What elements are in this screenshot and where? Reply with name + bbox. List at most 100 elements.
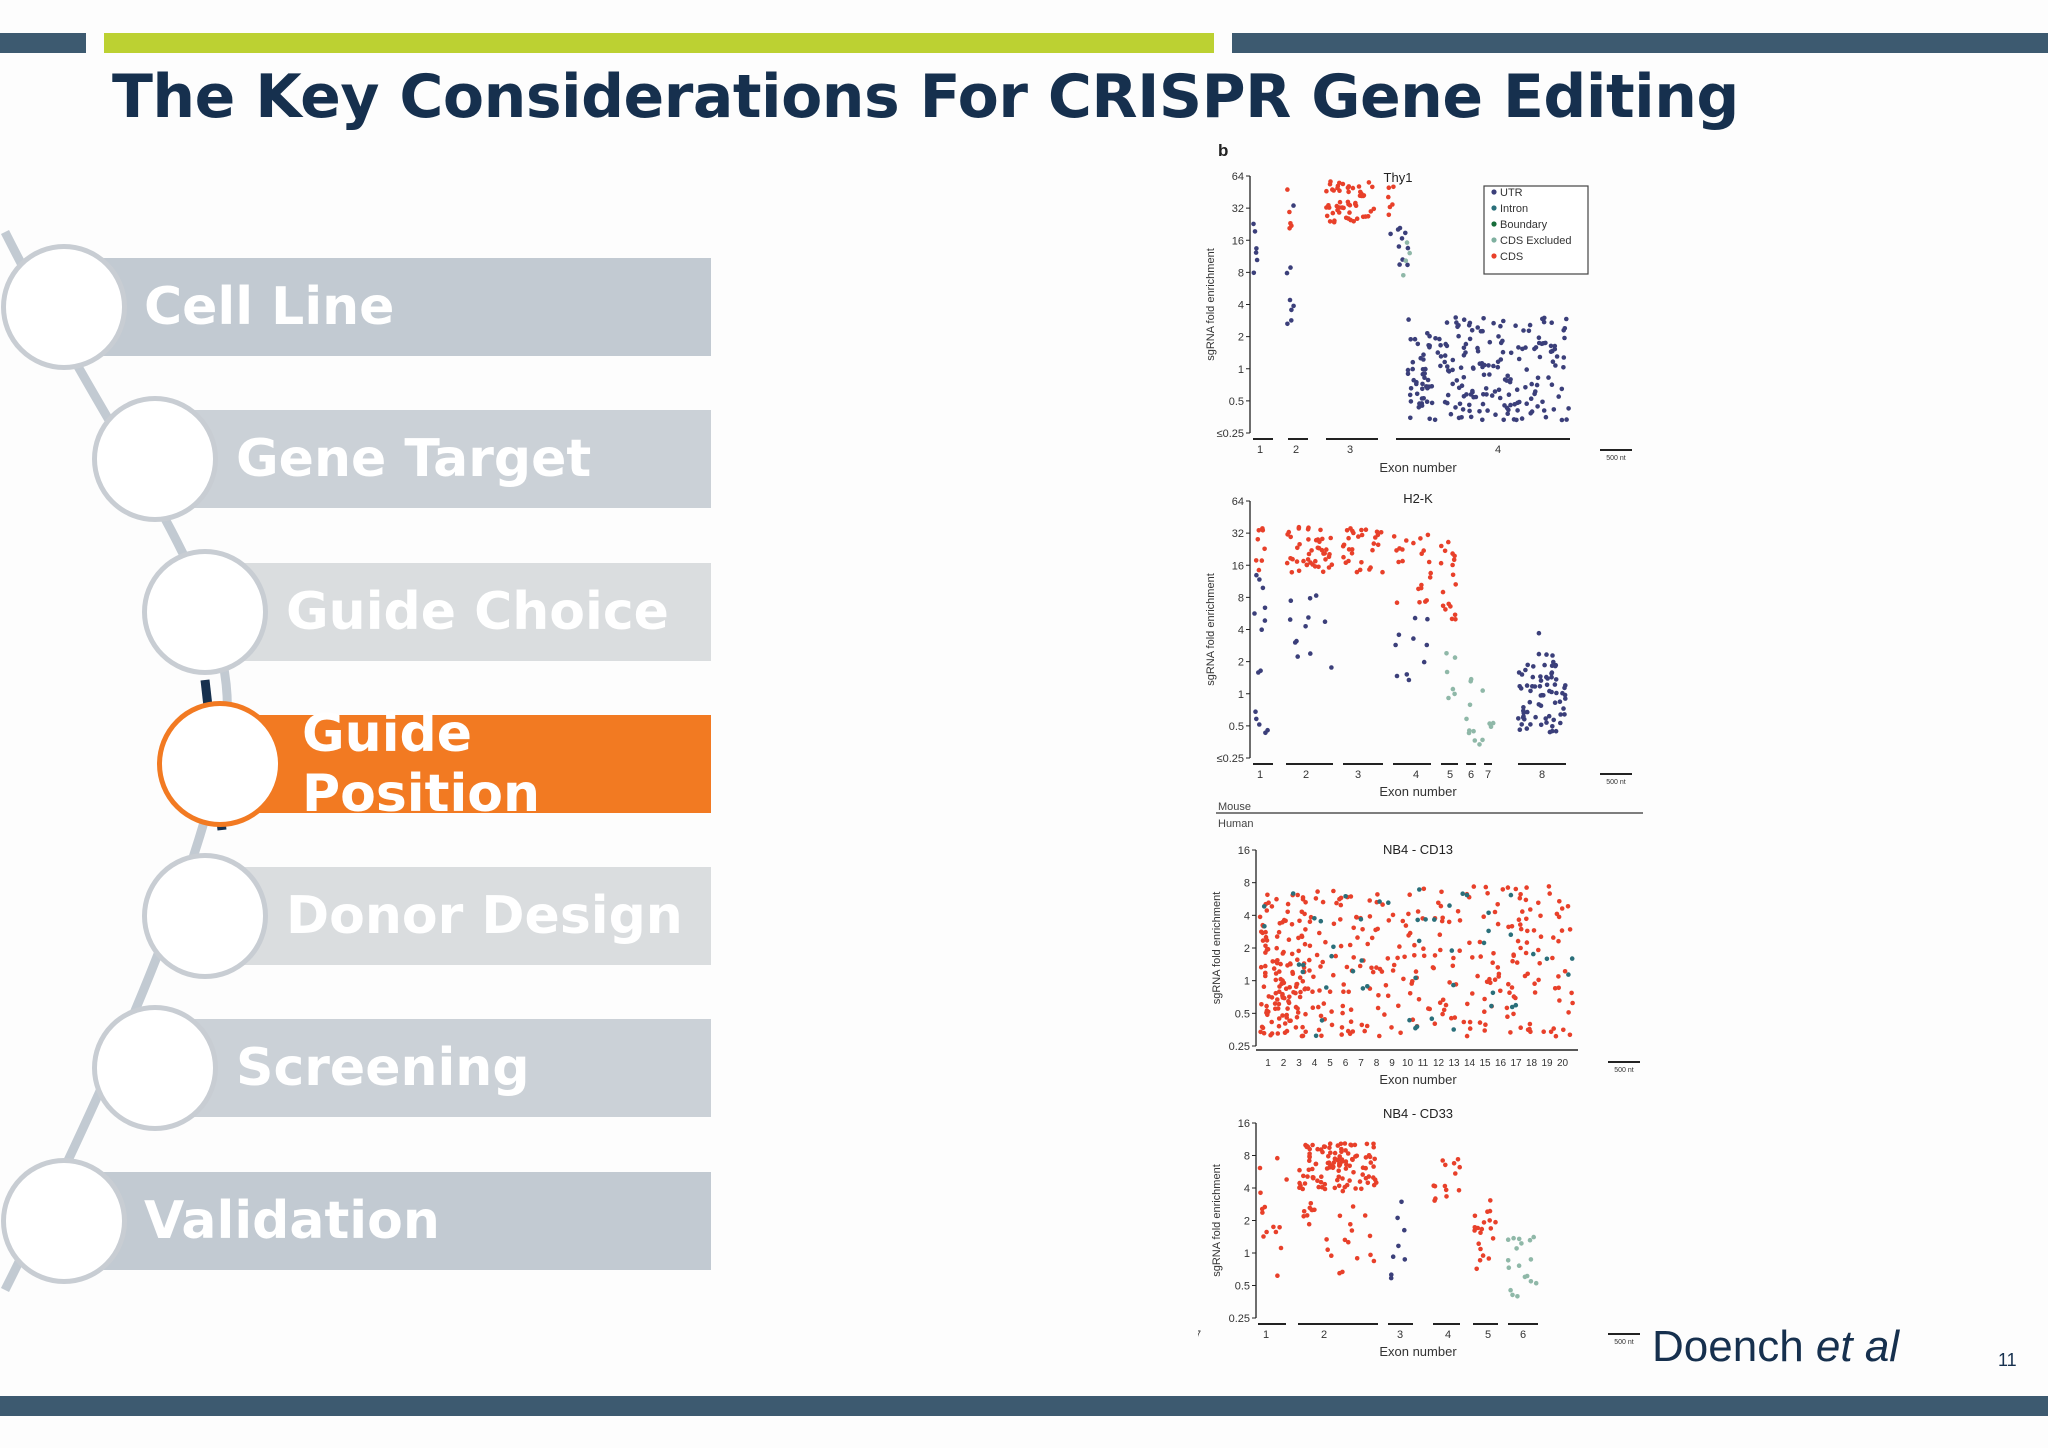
data-point (1297, 1180, 1302, 1186)
data-point (1335, 1143, 1341, 1148)
data-point (1379, 969, 1385, 974)
data-point (1470, 390, 1475, 395)
data-point (1464, 716, 1469, 722)
data-point (1564, 316, 1569, 322)
data-point (1291, 203, 1296, 208)
data-point (1316, 1184, 1321, 1190)
scale-bar-label: 500 nt (1606, 779, 1626, 786)
data-point (1450, 562, 1455, 568)
data-point (1472, 1225, 1478, 1230)
data-point (1293, 1025, 1299, 1030)
data-point (1310, 1175, 1316, 1181)
data-point (1511, 1235, 1516, 1241)
data-point (1513, 323, 1518, 328)
data-point (1472, 738, 1478, 743)
data-point (1490, 990, 1496, 996)
data-point (1551, 1026, 1556, 1031)
legend-box (1483, 185, 1589, 275)
data-point (1523, 950, 1529, 956)
data-point (1487, 1208, 1493, 1214)
data-point (1507, 990, 1512, 995)
data-point (1335, 185, 1340, 191)
data-point (1312, 916, 1317, 921)
x-tick-label: 5 (1485, 1329, 1491, 1341)
data-point (1300, 895, 1306, 900)
data-point (1370, 547, 1375, 553)
data-point (1396, 559, 1401, 565)
data-point (1349, 1228, 1355, 1233)
data-point (1326, 565, 1332, 570)
data-point (1354, 1153, 1360, 1159)
data-point (1343, 1159, 1349, 1164)
data-point (1549, 675, 1554, 680)
data-point (1542, 662, 1547, 668)
data-point (1285, 321, 1290, 327)
data-point (1275, 1155, 1280, 1161)
data-point (1567, 1032, 1573, 1038)
data-point (1554, 354, 1560, 359)
data-point (1480, 401, 1486, 407)
data-point (1303, 927, 1308, 932)
data-point (1340, 1176, 1345, 1181)
data-point (1457, 1164, 1462, 1170)
data-point (1444, 1194, 1449, 1199)
data-point (1415, 917, 1420, 923)
data-point (1365, 941, 1370, 947)
data-point (1339, 1157, 1345, 1162)
data-point (1273, 1229, 1279, 1235)
data-point (1254, 257, 1260, 263)
data-point (1536, 335, 1542, 340)
data-point (1480, 737, 1485, 743)
data-point (1426, 1006, 1431, 1011)
data-point (1287, 994, 1292, 1000)
data-point (1524, 1273, 1530, 1279)
data-point (1254, 572, 1259, 578)
data-point (1386, 900, 1391, 905)
data-point (1545, 676, 1550, 681)
data-point (1331, 944, 1336, 950)
data-point (1538, 722, 1544, 728)
legend-label: CDS (1500, 251, 1523, 263)
data-point (1263, 943, 1268, 949)
top-bar-accent (104, 33, 1214, 53)
data-point (1475, 973, 1480, 979)
data-point (1357, 567, 1363, 573)
data-point (1537, 354, 1543, 360)
data-point (1324, 985, 1329, 990)
legend-marker (1491, 253, 1497, 259)
data-point (1370, 969, 1376, 975)
data-point (1463, 341, 1469, 347)
data-point (1416, 997, 1422, 1002)
data-point (1287, 209, 1292, 215)
data-point (1315, 889, 1320, 894)
x-tick-label: 7 (1485, 769, 1491, 781)
data-point (1477, 361, 1483, 366)
data-point (1308, 560, 1313, 565)
data-point (1364, 1023, 1370, 1029)
data-point (1263, 934, 1269, 940)
data-point (1355, 935, 1360, 940)
data-point (1335, 1157, 1341, 1163)
data-point (1258, 1029, 1263, 1035)
data-point (1296, 524, 1302, 530)
x-tick-label: 4 (1312, 1058, 1318, 1069)
data-point (1259, 558, 1265, 563)
data-point (1251, 221, 1256, 227)
data-point (1288, 221, 1293, 226)
data-point (1322, 1181, 1328, 1187)
data-point (1482, 362, 1487, 368)
step-circle-7 (1, 1158, 127, 1284)
data-point (1519, 1241, 1524, 1246)
data-point (1324, 213, 1330, 219)
step-label: Gene Target (236, 429, 592, 489)
data-point (1287, 985, 1292, 990)
y-axis-label: sgRNA fold enrichment (1205, 248, 1217, 361)
data-point (1413, 975, 1418, 981)
x-tick-label: 1 (1257, 769, 1263, 781)
x-tick-label: 19 (1541, 1058, 1553, 1069)
data-point (1329, 1022, 1335, 1028)
data-point (1439, 543, 1444, 549)
data-point (1335, 1177, 1340, 1183)
data-point (1391, 962, 1397, 968)
data-point (1467, 702, 1473, 708)
